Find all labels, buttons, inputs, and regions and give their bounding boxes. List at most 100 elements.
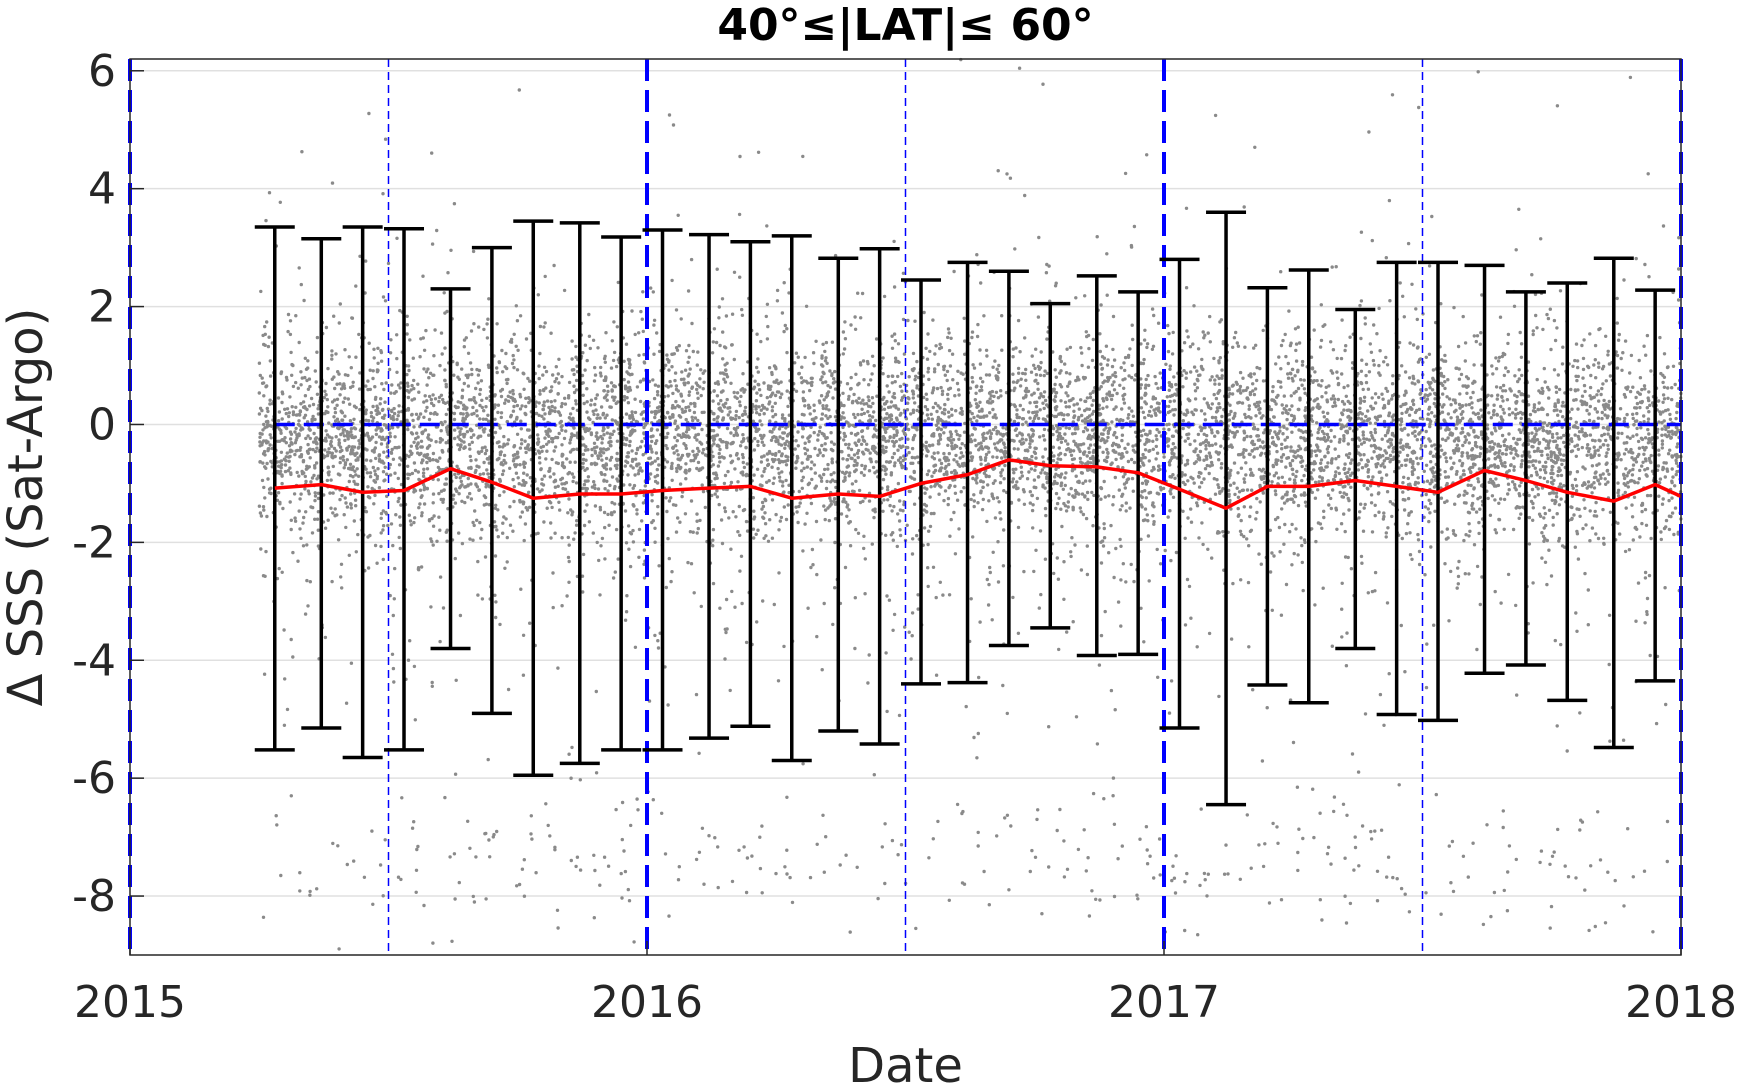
scatter-point — [1339, 522, 1344, 526]
scatter-point — [1356, 468, 1361, 472]
scatter-point — [1429, 501, 1433, 506]
scatter-point — [456, 443, 460, 447]
scatter-point — [1130, 375, 1134, 380]
scatter-point — [925, 397, 929, 402]
scatter-point — [1018, 384, 1023, 388]
scatter-point — [1322, 509, 1326, 513]
scatter-point — [1304, 429, 1308, 434]
scatter-point — [1606, 443, 1610, 447]
scatter-point — [670, 478, 674, 482]
scatter-point — [759, 460, 764, 464]
scatter-point — [759, 339, 763, 344]
scatter-point — [1273, 517, 1278, 522]
scatter-point — [1169, 679, 1174, 683]
scatter-point — [431, 524, 436, 528]
scatter-point — [1638, 468, 1642, 473]
scatter-point — [1206, 872, 1211, 876]
scatter-point — [892, 504, 896, 509]
scatter-point — [1105, 363, 1110, 367]
scatter-point — [1518, 330, 1522, 335]
scatter-point — [1122, 361, 1126, 365]
scatter-point — [444, 441, 448, 445]
scatter-point — [637, 555, 641, 559]
scatter-point — [519, 442, 524, 446]
scatter-point — [810, 477, 814, 482]
scatter-point — [1091, 524, 1095, 528]
scatter-point — [991, 407, 995, 412]
scatter-point — [1360, 824, 1365, 828]
scatter-point — [689, 499, 694, 503]
scatter-point — [1667, 498, 1671, 503]
scatter-point — [797, 504, 801, 509]
scatter-point — [1364, 414, 1368, 419]
scatter-point — [1205, 433, 1209, 438]
scatter-point — [1142, 357, 1146, 362]
scatter-point — [623, 869, 628, 874]
scatter-point — [553, 531, 557, 535]
scatter-point — [1537, 401, 1541, 405]
scatter-point — [1577, 430, 1582, 434]
scatter-point — [695, 531, 699, 535]
scatter-point — [468, 361, 473, 365]
scatter-point — [987, 373, 992, 377]
scatter-point — [1589, 864, 1593, 868]
scatter-point — [1150, 347, 1155, 351]
scatter-point — [982, 415, 986, 419]
scatter-point — [1400, 411, 1404, 416]
scatter-point — [1380, 392, 1384, 396]
scatter-point — [1405, 453, 1410, 458]
scatter-point — [1303, 408, 1307, 413]
scatter-point — [268, 359, 272, 363]
scatter-point — [812, 430, 816, 435]
scatter-point — [1359, 417, 1364, 421]
scatter-point — [614, 401, 618, 406]
scatter-point — [737, 212, 742, 217]
scatter-point — [671, 123, 676, 127]
scatter-point — [421, 336, 425, 340]
scatter-point — [1343, 555, 1348, 559]
scatter-point — [1198, 883, 1202, 888]
scatter-point — [1425, 642, 1429, 646]
scatter-point — [1019, 465, 1023, 469]
scatter-point — [506, 687, 511, 692]
scatter-point — [1615, 436, 1620, 440]
scatter-point — [1590, 464, 1595, 468]
scatter-point — [1042, 373, 1046, 378]
scatter-point — [1630, 503, 1634, 507]
scatter-point — [898, 528, 902, 532]
scatter-point — [1313, 603, 1317, 607]
scatter-point — [570, 357, 574, 361]
scatter-point — [1594, 500, 1598, 505]
scatter-point — [1085, 544, 1090, 548]
scatter-point — [673, 406, 677, 410]
scatter-point — [1283, 522, 1287, 527]
scatter-point — [1452, 305, 1456, 310]
scatter-point — [973, 438, 977, 442]
scatter-point — [1391, 450, 1395, 454]
scatter-point — [1043, 557, 1048, 561]
scatter-point — [1349, 485, 1353, 489]
scatter-point — [1666, 386, 1670, 390]
scatter-point — [737, 400, 742, 404]
scatter-point — [600, 536, 605, 541]
scatter-point — [1069, 486, 1073, 491]
scatter-point — [509, 337, 514, 342]
scatter-point — [1384, 535, 1388, 539]
scatter-point — [735, 425, 740, 430]
scatter-point — [1382, 511, 1386, 515]
scatter-point — [803, 452, 808, 456]
scatter-point — [1166, 323, 1170, 328]
scatter-point — [480, 449, 484, 453]
scatter-point — [1268, 570, 1273, 574]
scatter-point — [1650, 469, 1655, 473]
scatter-point — [1625, 441, 1629, 445]
scatter-point — [337, 321, 341, 325]
scatter-point — [819, 377, 823, 382]
scatter-point — [1596, 361, 1601, 365]
scatter-point — [852, 392, 856, 397]
scatter-point — [1545, 538, 1550, 543]
scatter-point — [934, 423, 939, 427]
scatter-point — [718, 460, 722, 464]
scatter-point — [947, 348, 952, 353]
scatter-point — [752, 448, 757, 452]
